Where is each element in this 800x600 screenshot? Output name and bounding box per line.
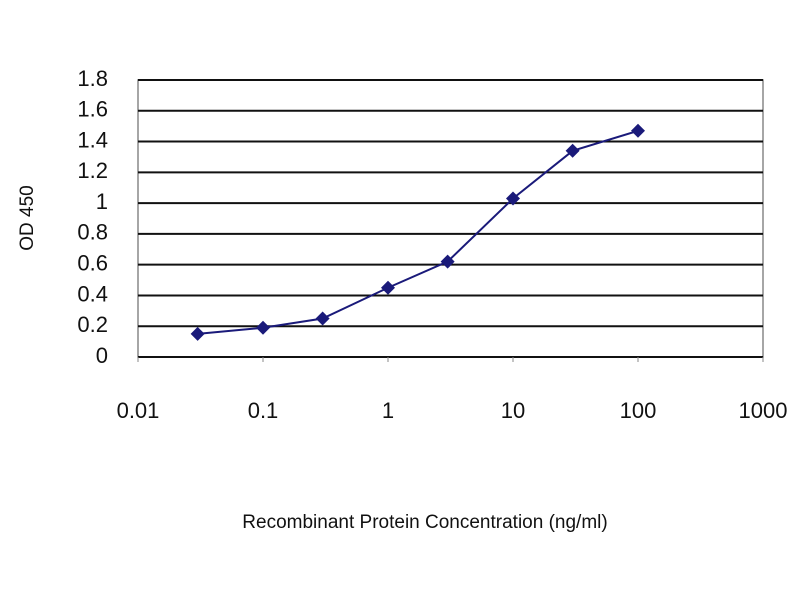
data-point — [256, 320, 270, 335]
y-tick-label: 1.4 — [77, 127, 108, 152]
plot-area — [137, 79, 764, 358]
y-tick-label: 0.2 — [77, 312, 108, 337]
x-tick-label: 10 — [501, 398, 525, 423]
y-tick-label: 0.8 — [77, 220, 108, 245]
y-tick-label: 1.6 — [77, 97, 108, 122]
x-tick-label: 1000 — [739, 398, 788, 423]
x-tick-label: 0.1 — [248, 398, 279, 423]
x-tick-label: 0.01 — [117, 398, 160, 423]
y-tick-label: 1 — [96, 189, 108, 214]
y-axis-title: OD 450 — [17, 185, 38, 250]
x-axis-title: Recombinant Protein Concentration (ng/ml… — [242, 512, 607, 533]
data-line — [197, 129, 639, 335]
data-point — [440, 254, 455, 269]
x-tick-label: 100 — [620, 398, 657, 423]
data-point — [315, 311, 330, 326]
x-tick-label: 1 — [382, 398, 394, 423]
data-point — [565, 143, 580, 158]
data-point — [381, 280, 395, 295]
y-tick-label: 0.4 — [77, 281, 108, 306]
data-point — [631, 123, 645, 138]
data-point — [190, 326, 205, 341]
y-tick-label: 1.2 — [77, 158, 108, 183]
data-point — [506, 191, 520, 206]
y-tick-label: 0.6 — [77, 250, 108, 275]
y-tick-label: 0 — [96, 343, 108, 368]
y-tick-label: 1.8 — [77, 66, 108, 91]
